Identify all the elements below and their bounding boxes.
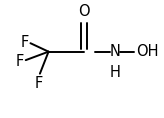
Text: O: O (78, 4, 90, 19)
Text: N: N (110, 44, 121, 59)
Text: OH: OH (136, 44, 158, 59)
Text: F: F (21, 35, 29, 50)
Text: H: H (110, 65, 121, 80)
Text: F: F (35, 76, 43, 91)
Text: F: F (16, 54, 24, 69)
